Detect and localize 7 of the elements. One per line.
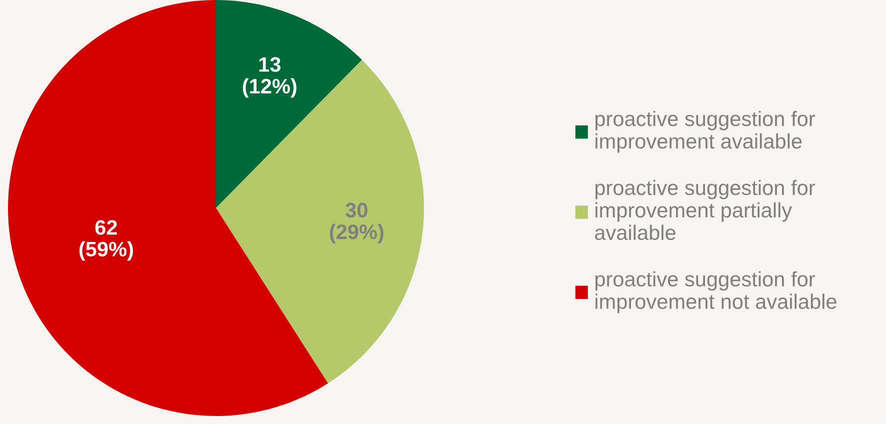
legend-label: proactive suggestion for improvement not available: [595, 271, 836, 314]
data-label: 62 (59%): [79, 220, 133, 261]
pie-slice: [8, 0, 328, 416]
data-label: 30 (29%): [330, 202, 384, 244]
legend-label: proactive suggestion for improvement available: [595, 110, 815, 153]
data-label: 13 (12%): [242, 57, 296, 98]
legend-label: proactive suggestion for improvement partially available: [595, 180, 815, 240]
